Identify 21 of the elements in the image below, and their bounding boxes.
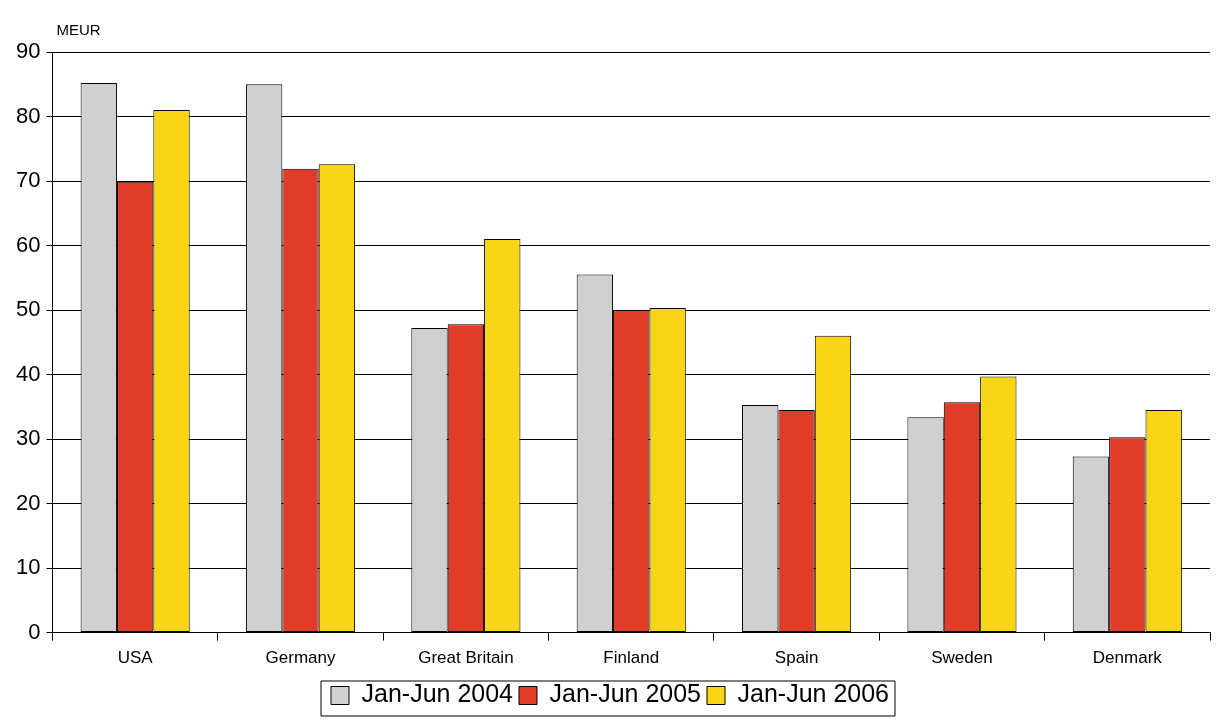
y-tick-label: 0 — [28, 618, 41, 644]
y-tick-label: 50 — [15, 296, 41, 322]
legend-label: Jan-Jun 2006 — [737, 679, 890, 708]
y-tick-label: 10 — [15, 554, 41, 580]
x-tick-label: Finland — [603, 648, 660, 668]
legend-label: Jan-Jun 2005 — [549, 679, 702, 708]
x-tick-label: Spain — [774, 648, 819, 668]
y-tick-label: 90 — [15, 38, 41, 64]
x-tick-label: Denmark — [1092, 648, 1163, 668]
x-tick-label: Germany — [265, 648, 336, 668]
y-tick-label: 80 — [15, 102, 41, 128]
y-axis-title: MEUR — [56, 20, 101, 38]
y-tick-label: 60 — [15, 231, 41, 257]
x-tick-label: Great Britain — [418, 648, 514, 668]
legend-label: Jan-Jun 2004 — [361, 679, 514, 708]
y-tick-label: 40 — [15, 360, 41, 386]
y-tick-label: 20 — [15, 489, 41, 515]
y-tick-label: 70 — [15, 167, 41, 193]
y-tick-label: 30 — [15, 425, 41, 451]
x-tick-label: USA — [117, 648, 154, 668]
x-tick-label: Sweden — [931, 648, 993, 668]
